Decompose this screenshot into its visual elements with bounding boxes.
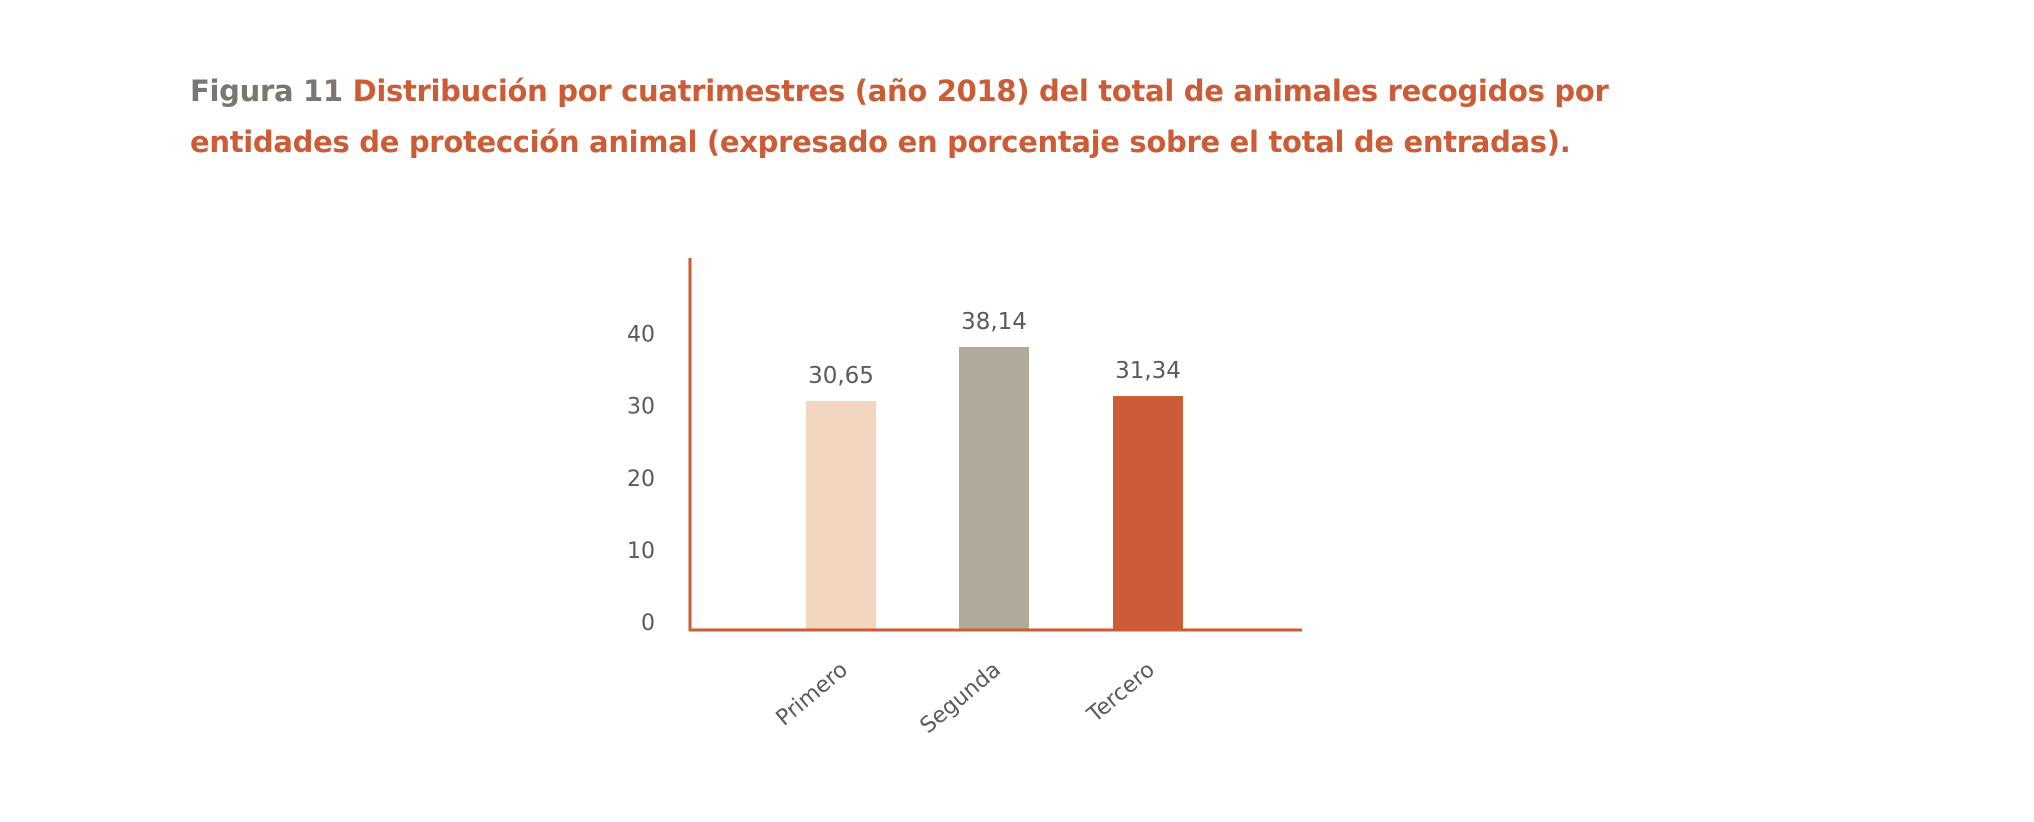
category-label-segunda: Segunda: [916, 657, 1006, 738]
bar-segunda: [959, 347, 1029, 630]
figure-title-text: Distribución por cuatrimestres (año 2018…: [190, 74, 1609, 159]
data-label-primero: 30,65: [808, 363, 874, 389]
y-tick-label-20: 20: [627, 467, 655, 492]
bar-primero: [806, 401, 876, 630]
bar-tercero: [1113, 396, 1183, 630]
category-label-tercero: Tercero: [1082, 657, 1160, 728]
bars: [806, 347, 1183, 630]
category-label-primero: Primero: [772, 657, 853, 731]
category-labels: Primero Segunda Tercero: [772, 657, 1160, 738]
axes: [688, 258, 1302, 632]
figure-label: Figura 11: [190, 74, 343, 108]
data-label-segunda: 38,14: [961, 309, 1027, 335]
data-labels: 30,65 38,14 31,34: [808, 309, 1181, 389]
figure-title: Figura 11 Distribución por cuatrimestres…: [190, 66, 1750, 168]
y-tick-label-10: 10: [627, 539, 655, 564]
y-tick-label-0: 0: [641, 611, 655, 636]
y-axis-ticks: 0 10 20 30 40: [627, 323, 655, 636]
data-label-tercero: 31,34: [1115, 358, 1181, 384]
y-tick-label-30: 30: [627, 395, 655, 420]
y-tick-label-40: 40: [627, 323, 655, 348]
